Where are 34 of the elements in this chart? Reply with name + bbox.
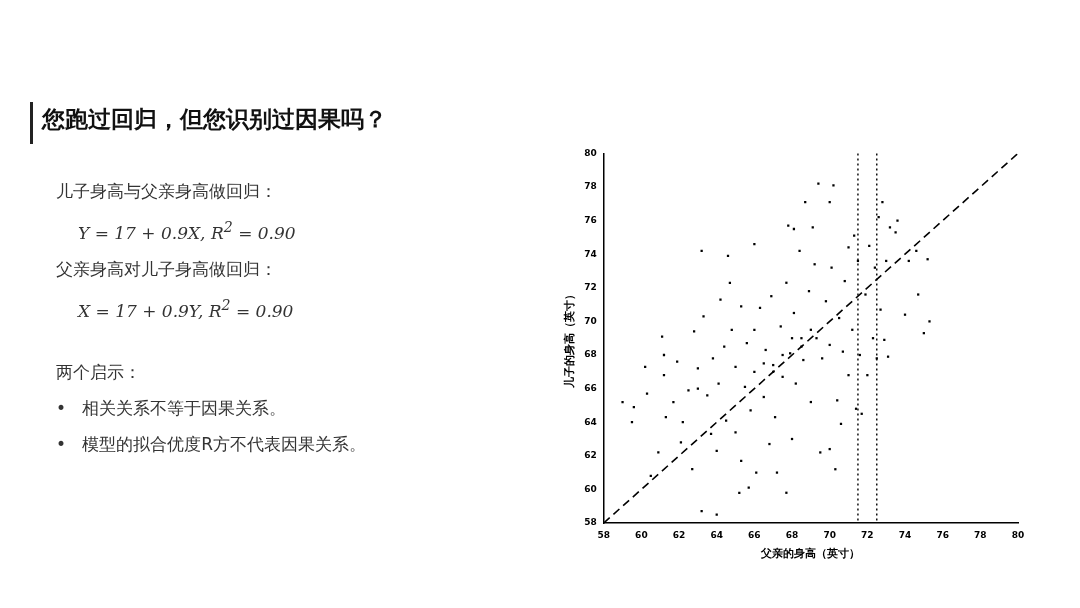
y-tick-label: 78 [584,181,597,192]
y-tick-label: 80 [584,147,597,158]
y-tick-label: 62 [584,450,597,461]
text: • 相关关系不等于因果关系。 [56,397,288,420]
x-tick-label: 76 [936,529,949,540]
y-tick-label: 66 [584,382,597,393]
x-tick-label: 80 [1011,529,1025,540]
y-tick-label: 76 [584,214,597,225]
text: 两个启示： [56,361,142,384]
x-axis-title: 父亲的身高（英寸） [760,547,861,561]
x-tick-label: 62 [672,529,686,540]
y-axis-title: 儿子的身高（英寸） [563,288,577,389]
text: • 模型的拟合优度R方不代表因果关系。 [56,433,368,456]
y-tick-label: 58 [584,517,597,528]
x-tick-label: 66 [748,529,761,540]
x-tick-label: 72 [861,529,874,540]
x-tick-label: 78 [974,529,987,540]
x-tick-label: 68 [785,529,799,540]
y-tick-label: 72 [584,282,597,293]
y-tick-label: 70 [584,315,597,326]
text: X = 17 + 0.9Y, R$^{2}$ = 0.90 [76,295,295,322]
x-tick-label: 64 [710,529,723,540]
x-tick-label: 70 [823,529,836,540]
text: 儿子身高与父亲身高做回归： [56,180,278,202]
x-tick-label: 74 [898,529,912,540]
text: 您跑过回归，但您识别过因果吗？ [42,105,387,134]
x-tick-label: 60 [635,529,648,540]
text: Y = 17 + 0.9X, R$^{2}$ = 0.90 [77,218,297,244]
text: 父亲身高对儿子身高做回归： [56,257,278,280]
x-tick-label: 58 [597,529,610,540]
y-tick-label: 74 [584,248,597,259]
y-tick-label: 64 [584,416,597,427]
y-tick-label: 68 [584,349,597,360]
y-tick-label: 60 [584,483,597,494]
